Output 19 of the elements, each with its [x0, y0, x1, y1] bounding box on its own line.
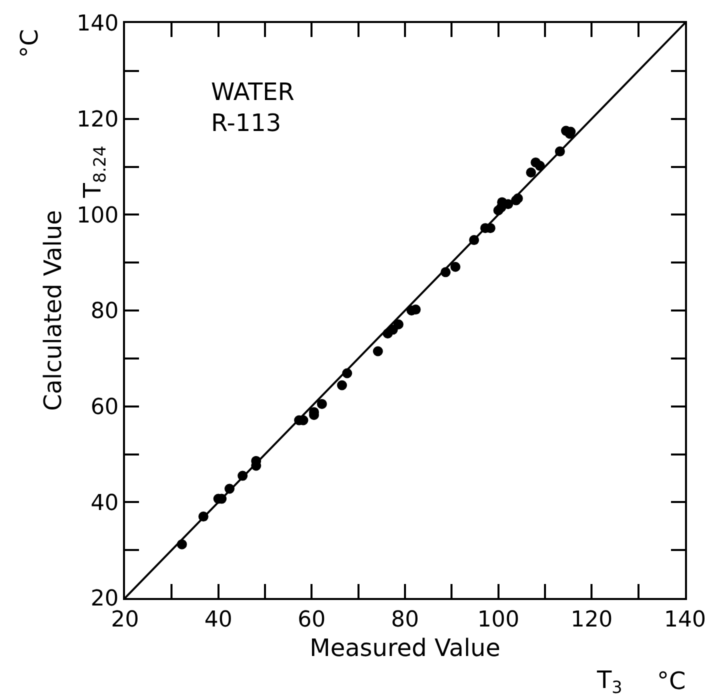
x-axis-title: Measured Value: [310, 634, 500, 662]
x-tick-label: 100: [477, 607, 520, 632]
text: °C: [657, 667, 686, 695]
x-tick-label: 120: [570, 607, 613, 632]
y-tick-label: 120: [76, 108, 119, 133]
x-tick-label: 40: [204, 607, 232, 632]
annotation: WATER R-113: [211, 78, 294, 138]
y-tick-label: 100: [76, 203, 119, 228]
y-axis-title: Calculated Value: [39, 210, 68, 411]
x-tick-label: 80: [391, 607, 419, 632]
x-tick-label: 20: [111, 607, 139, 632]
y-tick-label: 60: [90, 395, 119, 420]
x-tick-label: 140: [664, 607, 706, 632]
y-tick-label: 40: [90, 490, 119, 516]
y-tick-label: 80: [90, 299, 119, 324]
text: °C: [16, 29, 44, 58]
text: T$_{3}$: [596, 666, 622, 697]
x-tick-label: 60: [298, 607, 326, 632]
y-tick-label: 140: [76, 12, 119, 37]
